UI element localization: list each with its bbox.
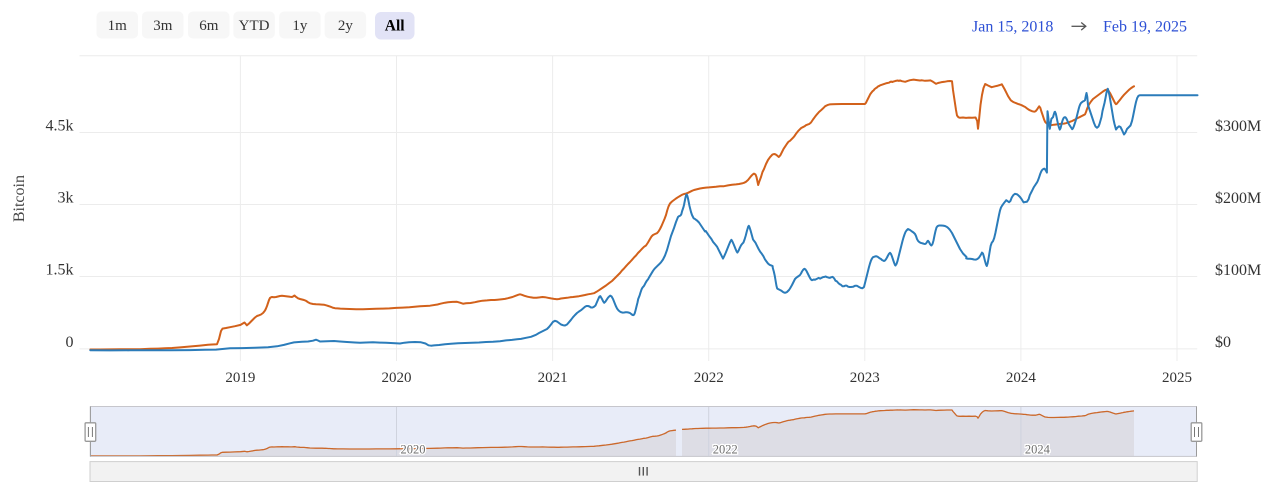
svg-text:3k: 3k	[58, 190, 74, 207]
svg-text:2021: 2021	[538, 370, 568, 386]
svg-text:2y: 2y	[338, 18, 354, 34]
svg-text:$200M: $200M	[1215, 190, 1261, 207]
svg-text:2019: 2019	[225, 370, 255, 386]
svg-text:YTD: YTD	[239, 18, 270, 34]
svg-text:2020: 2020	[401, 443, 426, 457]
svg-text:2025: 2025	[1162, 370, 1192, 386]
svg-text:Bitcoin: Bitcoin	[11, 175, 28, 222]
svg-text:1.5k: 1.5k	[46, 262, 74, 279]
svg-text:1m: 1m	[108, 18, 128, 34]
svg-text:$0: $0	[1215, 334, 1231, 351]
svg-text:2024: 2024	[1025, 443, 1051, 457]
svg-text:3m: 3m	[153, 18, 173, 34]
svg-text:2022: 2022	[713, 443, 738, 457]
svg-text:0: 0	[66, 334, 74, 351]
svg-text:2023: 2023	[850, 370, 880, 386]
svg-text:2020: 2020	[382, 370, 412, 386]
svg-text:6m: 6m	[199, 18, 219, 34]
svg-text:Jan 15, 2018: Jan 15, 2018	[972, 19, 1053, 36]
svg-text:Feb 19, 2025: Feb 19, 2025	[1103, 19, 1187, 36]
svg-text:1y: 1y	[292, 18, 308, 34]
svg-text:2024: 2024	[1006, 370, 1037, 386]
svg-text:All: All	[385, 18, 406, 35]
svg-text:4.5k: 4.5k	[46, 118, 74, 135]
svg-text:2022: 2022	[694, 370, 724, 386]
svg-text:$100M: $100M	[1215, 262, 1261, 279]
svg-text:$300M: $300M	[1215, 118, 1261, 135]
